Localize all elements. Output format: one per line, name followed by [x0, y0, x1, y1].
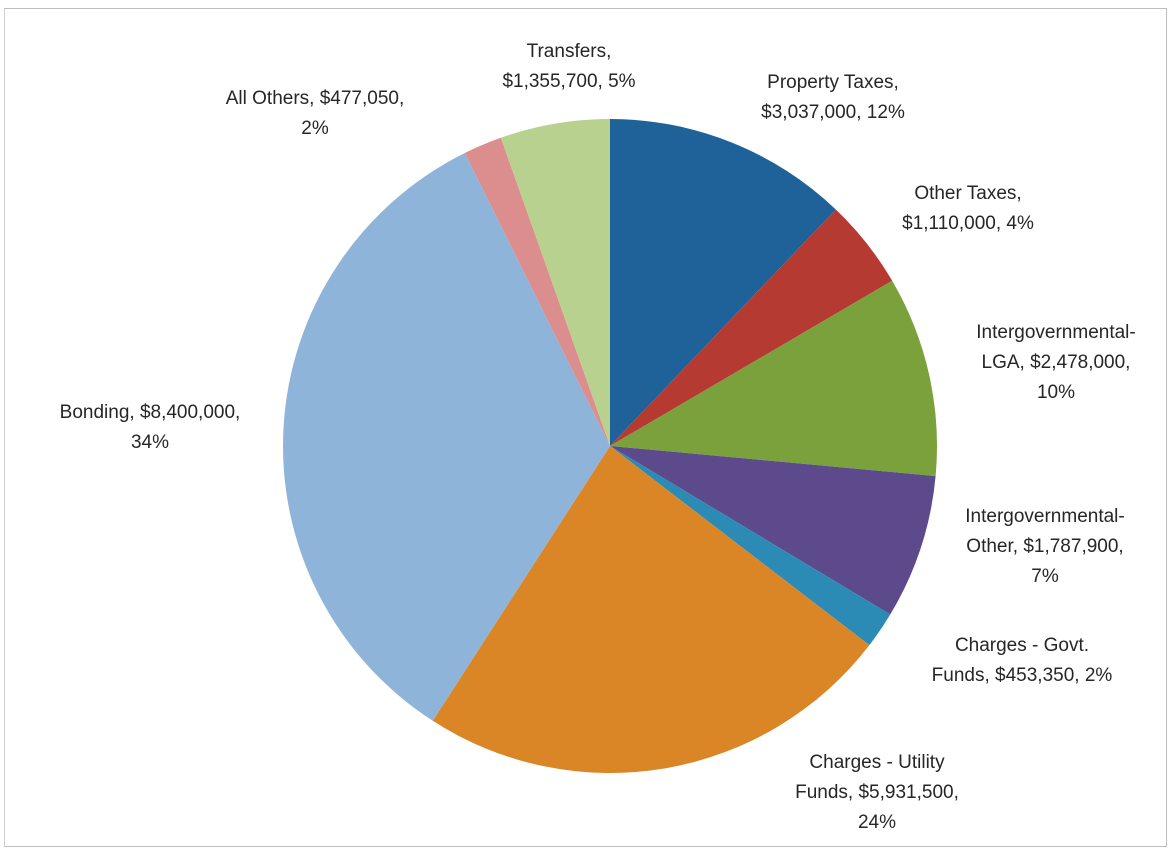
pie-labels: Property Taxes, $3,037,000, 12% Other Taxe… [60, 41, 1136, 833]
data-label-property-taxes: Property Taxes, $3,037,000, 12% [761, 72, 905, 123]
data-label-line: Charges - Utility [809, 752, 945, 773]
pie-slice-all-others [464, 137, 610, 446]
pie-slice-charges-govt-funds [610, 446, 891, 646]
data-label-line: Other, $1,787,900, [966, 536, 1123, 557]
data-label-line: $1,355,700, 5% [502, 71, 635, 92]
pie-slice-transfers [500, 119, 610, 446]
data-label-transfers: Transfers, $1,355,700, 5% [502, 41, 635, 92]
data-label-line: Charges - Govt. [955, 635, 1089, 656]
data-label-charges-utility-funds: Charges - Utility Funds, $5,931,500, 24% [795, 752, 959, 833]
data-label-intergovernmental-lga: Intergovernmental- LGA, $2,478,000, 10% [976, 322, 1135, 403]
data-label-all-others: All Others, $477,050, 2% [226, 88, 405, 139]
pie-slices [283, 119, 937, 773]
pie-slice-intergovernmental-other [610, 446, 936, 615]
data-label-line: 24% [858, 812, 896, 833]
data-label-line: Other Taxes, [914, 183, 1021, 204]
data-label-other-taxes: Other Taxes, $1,110,000, 4% [902, 183, 1034, 234]
data-label-line: Bonding, $8,400,000, [60, 402, 241, 423]
pie-slice-intergovernmental-lga [610, 280, 937, 477]
data-label-charges-govt-funds: Charges - Govt. Funds, $453,350, 2% [932, 635, 1113, 686]
data-label-line: Intergovernmental- [976, 322, 1135, 343]
data-label-line: 10% [1037, 382, 1075, 403]
data-label-line: 2% [301, 118, 329, 139]
pie-slice-other-taxes [610, 209, 893, 446]
pie-slice-bonding [283, 153, 610, 721]
data-label-line: Intergovernmental- [965, 506, 1124, 527]
pie-slice-charges-utility-funds [432, 446, 870, 773]
data-label-line: $3,037,000, 12% [761, 102, 905, 123]
data-label-bonding: Bonding, $8,400,000, 34% [60, 402, 241, 453]
data-label-line: All Others, $477,050, [226, 88, 405, 109]
data-label-line: $1,110,000, 4% [902, 213, 1034, 234]
pie-slice-property-taxes [610, 119, 836, 446]
data-label-line: Transfers, [527, 41, 612, 62]
data-label-line: Funds, $5,931,500, [795, 782, 959, 803]
data-label-line: LGA, $2,478,000, [982, 352, 1131, 373]
data-label-line: 7% [1031, 566, 1059, 587]
data-label-line: Funds, $453,350, 2% [932, 665, 1113, 686]
data-label-line: Property Taxes, [767, 72, 899, 93]
data-label-intergovernmental-other: Intergovernmental- Other, $1,787,900, 7% [965, 506, 1124, 587]
data-label-line: 34% [131, 432, 169, 453]
